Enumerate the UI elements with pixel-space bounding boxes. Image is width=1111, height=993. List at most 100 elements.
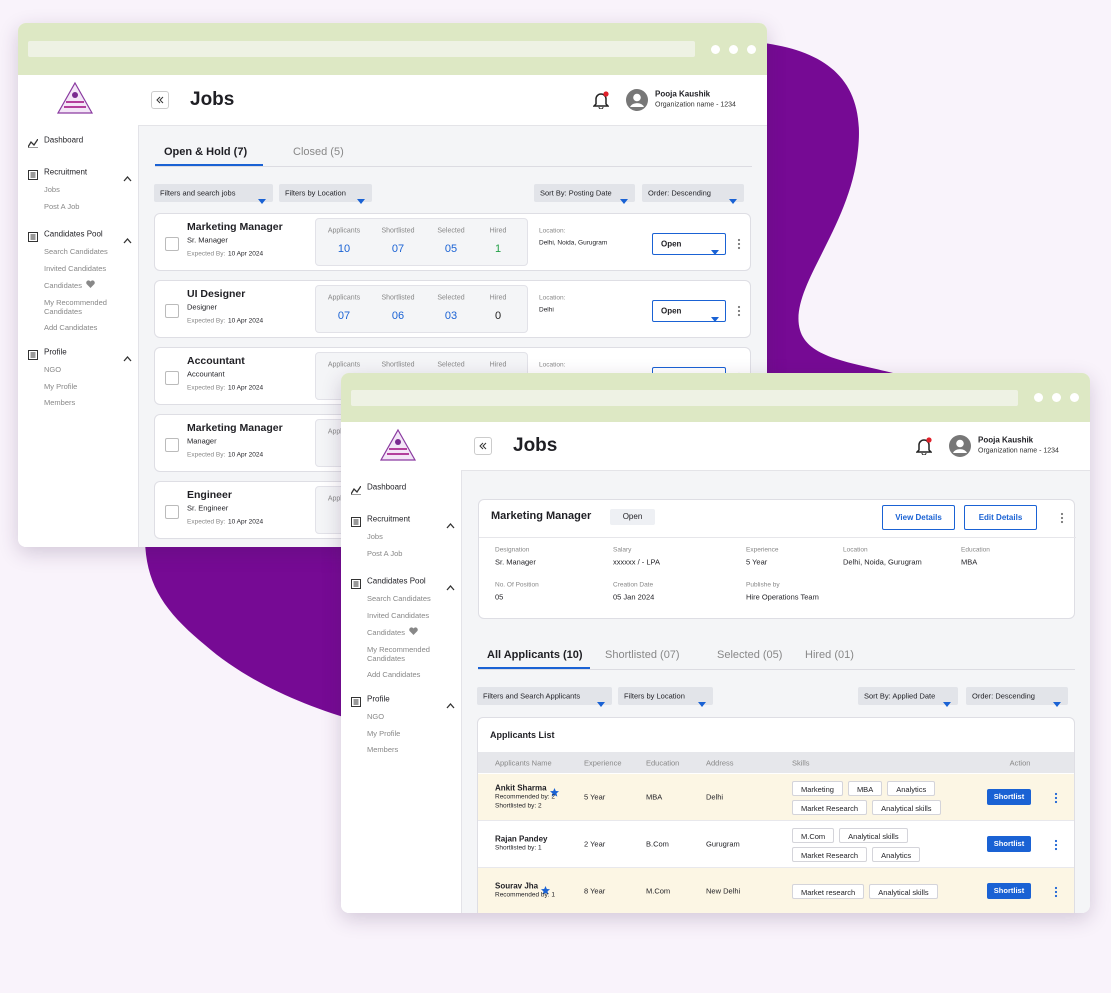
sidebar: Dashboard Recruitment Jobs Post A Job Candid… [341,422,462,913]
action-button[interactable]: Edit Details [964,505,1037,530]
sidebar-link[interactable]: My Recommended Candidates [44,297,107,316]
dashboard-icon [350,482,362,496]
sidebar-link[interactable]: Members [367,745,399,754]
sidebar-section[interactable]: Profile [367,694,390,704]
sidebar-link[interactable]: Post A Job [367,548,403,558]
heart-icon [405,627,418,637]
tab[interactable]: Selected (05) [717,649,783,661]
filter-label: Order: Descending [648,188,711,198]
stat-label: Hired [489,294,507,302]
address-bar [351,389,1018,406]
sidebar-link[interactable]: Search Candidates [44,247,108,256]
tab[interactable]: Open & Hold (7) [164,146,248,158]
checkbox[interactable] [165,505,179,519]
dropdown-arrow [1053,694,1061,707]
sidebar-link[interactable]: Invited Candidates [44,263,107,273]
address-bar [28,41,695,57]
sidebar-link[interactable]: Candidates [367,627,447,637]
filter-dropdown[interactable]: Order: Descending [642,184,744,204]
education: MBA [646,792,663,802]
dropdown-arrow [597,694,605,707]
shortlist-button[interactable]: Shortlist [987,836,1031,852]
checkbox[interactable] [165,237,179,251]
filter-dropdown[interactable]: Filters and search jobs [154,184,273,204]
applicant-note: Recommended by: 1 [495,891,555,899]
field-value: 5 Year [746,557,768,567]
status-badge: Open [610,509,655,525]
field-value: Delhi, Noida, Gurugram [843,557,922,567]
job-card[interactable]: Marketing Manager Sr. Manager Expected By:… [154,213,751,271]
stat-label: Selected [437,294,465,302]
field-label: Experience [746,546,779,554]
action-button[interactable]: View Details [882,505,955,530]
status-label: Open [661,239,682,249]
checkbox[interactable] [165,438,179,452]
stat-value: 06 [391,310,405,322]
job-title: Marketing Manager [187,221,283,233]
status-dropdown[interactable]: Open [652,233,726,255]
tab[interactable]: All Applicants (10) [487,649,583,661]
filter-dropdown[interactable]: Filters by Location [618,687,713,707]
shortlist-button[interactable]: Shortlist [987,883,1031,899]
back-button[interactable] [474,437,492,455]
job-role: Accountant [187,369,225,379]
sidebar-link[interactable]: Invited Candidates [367,610,430,620]
shortlist-button[interactable]: Shortlist [987,789,1031,805]
dropdown-arrow [711,309,719,322]
organization-name: Organization name - 1234 [978,447,1059,455]
tab[interactable]: Shortlisted (07) [605,649,680,661]
filter-label: Order: Descending [972,691,1035,701]
browser-window: Dashboard Recruitment Jobs Post A Job Candid… [341,373,1090,913]
sidebar-link[interactable]: Post A Job [44,201,80,211]
skill-chip: Market Research [792,799,868,815]
job-detail-card: Marketing Manager Open View Details Edit De… [478,499,1076,619]
sidebar-section[interactable]: Candidates Pool [44,229,103,239]
back-button[interactable] [151,91,169,109]
sidebar-link[interactable]: My Profile [367,728,401,738]
field-value: 05 Jan 2024 [613,592,655,602]
sidebar: Dashboard Recruitment Jobs Post A Job Candid… [18,75,139,547]
filter-dropdown[interactable]: Sort By: Posting Date [534,184,635,204]
sidebar-link[interactable]: Search Candidates [367,594,431,603]
sidebar-link[interactable]: Dashboard [44,135,84,145]
logo [379,428,417,462]
filter-dropdown[interactable]: Sort By: Applied Date [858,687,958,707]
sidebar-section[interactable]: Profile [44,347,67,357]
more-menu [737,304,741,317]
skill-chip: Market research [792,884,865,899]
skills: Marketing MBA Analytics Market Research Anal… [792,774,952,821]
location-value: Delhi [539,306,554,314]
sidebar-section[interactable]: Recruitment [44,167,88,177]
job-card[interactable]: UI Designer Designer Expected By: 10 Apr 20… [154,280,751,338]
filter-dropdown[interactable]: Filters by Location [279,184,372,204]
checkbox[interactable] [165,304,179,318]
stat-label: Hired [489,361,507,369]
checkbox[interactable] [165,371,179,385]
field-value: 05 [495,592,504,602]
skill-chip: Market Research [792,846,868,862]
sidebar-link[interactable]: Dashboard [367,482,407,492]
status-dropdown[interactable]: Open [652,300,726,322]
tab[interactable]: Closed (5) [293,146,344,158]
tab[interactable]: Hired (01) [805,649,854,661]
window-dot [747,44,756,54]
sidebar-link[interactable]: Add Candidates [367,670,421,679]
sidebar-link[interactable]: NGO [367,712,385,721]
filter-dropdown[interactable]: Order: Descending [966,687,1068,707]
sidebar-link[interactable]: My Recommended Candidates [367,644,430,663]
sidebar-link[interactable]: My Profile [44,381,78,391]
collapse-chevron [446,696,455,709]
sidebar-link[interactable]: Jobs [367,532,383,541]
page-title: Jobs [190,89,235,110]
sidebar-section[interactable]: Recruitment [367,514,411,524]
list-title: Applicants List [490,730,555,740]
sidebar-link[interactable]: Jobs [44,185,60,194]
filter-dropdown[interactable]: Filters and Search Applicants [477,687,612,707]
sidebar-link[interactable]: Members [44,398,76,407]
skill-chip: Analytics [887,780,936,796]
sidebar-link[interactable]: Add Candidates [44,323,98,332]
sidebar-section[interactable]: Candidates Pool [367,576,426,586]
sidebar-link[interactable]: Candidates [44,280,124,290]
sidebar-link[interactable]: NGO [44,365,62,374]
experience: 5 Year [584,792,606,802]
